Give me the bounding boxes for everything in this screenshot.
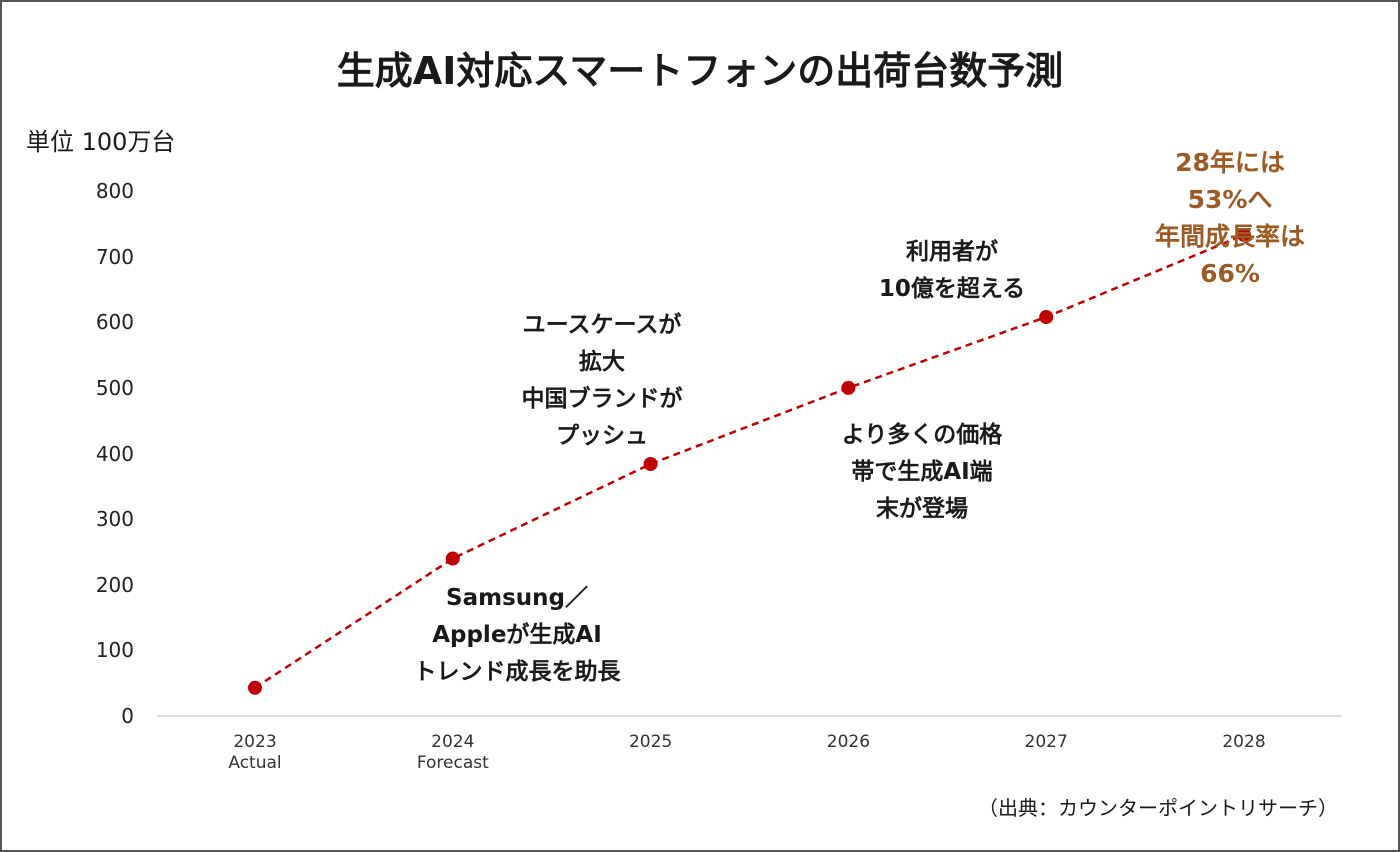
y-tick-label: 0	[121, 704, 134, 728]
y-tick-label: 200	[95, 572, 134, 597]
source: （出典：カウンターポイントリサーチ）	[978, 796, 1338, 820]
annotation: 利用者が 10億を超える	[878, 239, 1026, 302]
x-tick-label: 2024 Forecast	[416, 732, 489, 773]
line	[254, 233, 1245, 689]
x-tick-label: 2023 Actual	[228, 732, 282, 773]
annotation: ユースケースが 拡大 中国ブランドが プッシュ	[521, 312, 683, 449]
y-tick-label: 300	[95, 507, 134, 532]
y-tick-label: 500	[95, 375, 134, 400]
annotation: Samsung／ Appleが生成AI トレンド成長を助長	[413, 585, 621, 685]
y-tick-label: 600	[95, 310, 134, 335]
chart-title: 生成AI対応スマートフォンの出荷台数予測	[336, 49, 1064, 93]
x-tick-label: 2026	[826, 732, 871, 752]
point	[1237, 227, 1251, 242]
x-tick-label: 2028	[1222, 732, 1266, 752]
y-tick-label: 800	[95, 179, 134, 203]
point	[1039, 310, 1054, 324]
y-axis-label: 単位 100万台	[26, 128, 176, 156]
y-tick-label: 700	[95, 244, 134, 269]
point	[248, 680, 262, 695]
y-tick-label: 400	[95, 441, 134, 466]
annotation: より多くの価格 帯で生成AI端 末が登場	[841, 422, 1003, 522]
point	[643, 457, 658, 471]
y-tick-label: 100	[95, 638, 134, 663]
annotation: 28年には53%へ 年間成長率は66%	[1154, 148, 1305, 288]
point	[841, 380, 856, 395]
point	[445, 551, 460, 566]
x-tick-label: 2025	[628, 732, 673, 752]
x-tick-label: 2027	[1024, 732, 1068, 752]
